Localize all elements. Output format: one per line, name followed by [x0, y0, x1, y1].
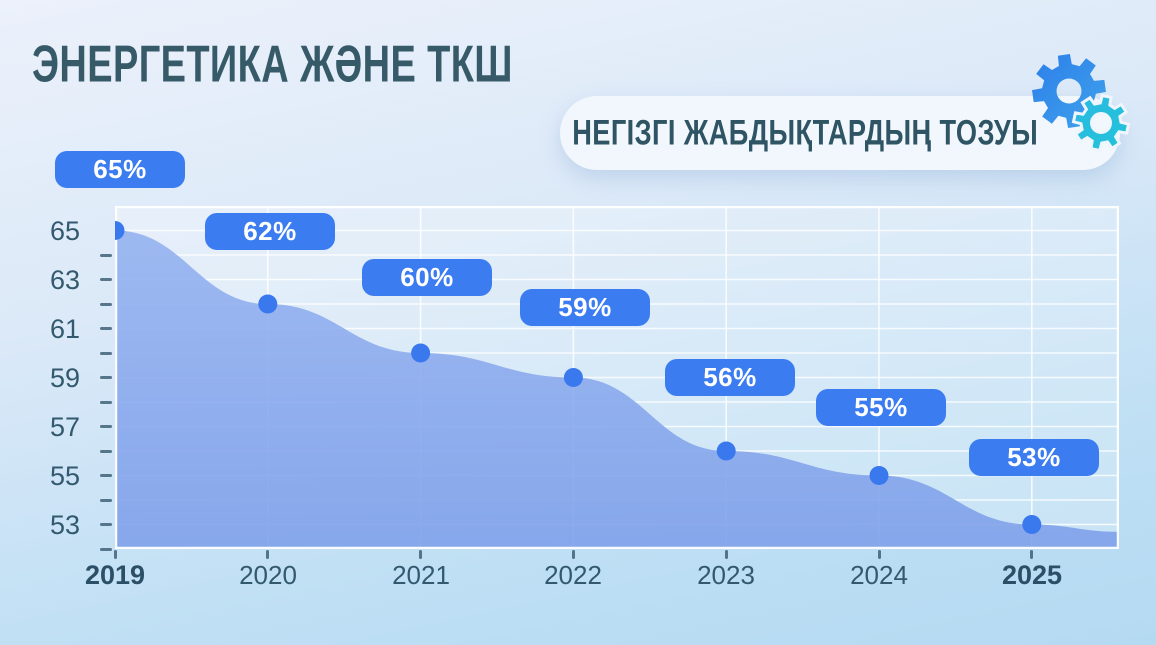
y-axis-tick: [100, 376, 112, 379]
y-axis-tick: [100, 499, 112, 502]
y-axis-label: 57: [49, 412, 80, 442]
y-axis-tick: [100, 327, 112, 330]
plot-border: [114, 205, 1120, 550]
y-axis-tick: [100, 352, 112, 355]
data-label-pill: 55%: [816, 389, 946, 426]
chart-title: НЕГІЗГІ ЖАБДЫҚТАРДЫҢ ТОЗУЫ: [572, 112, 1038, 153]
y-axis-tick: [100, 548, 112, 551]
data-label-pill: 60%: [362, 259, 492, 296]
gears-icon-canvas: [1032, 54, 1131, 153]
chart-canvas: [105, 205, 1120, 550]
y-axis-label: 63: [49, 265, 80, 295]
data-point: [1022, 515, 1042, 534]
y-axis-tick: [100, 474, 112, 477]
data-point: [411, 343, 431, 363]
data-label-pill: 59%: [520, 289, 650, 326]
x-axis-label: 2019: [84, 560, 146, 590]
y-axis-label: 55: [49, 461, 80, 491]
x-axis-label: 2024: [850, 560, 908, 590]
data-label-pill: 65%: [55, 151, 185, 188]
subtitle-card: НЕГІЗГІ ЖАБДЫҚТАРДЫҢ ТОЗУЫ: [560, 96, 1120, 170]
y-axis-tick: [100, 401, 112, 404]
data-point: [869, 466, 889, 485]
gears-decoration: [1012, 40, 1156, 160]
x-axis-tick: [114, 550, 117, 559]
x-axis-label: 2022: [544, 560, 602, 590]
data-label-pill: 56%: [665, 359, 795, 396]
y-axis-label: 53: [49, 510, 80, 540]
area-fill: [115, 230, 1119, 549]
x-axis-tick: [572, 550, 575, 559]
y-axis-label: 65: [49, 216, 80, 246]
y-axis-tick: [100, 303, 112, 306]
x-axis-label: 2025: [1001, 560, 1063, 590]
data-point: [258, 294, 278, 314]
x-axis-tick: [878, 550, 881, 559]
x-axis-tick: [419, 550, 422, 559]
y-axis-label: 59: [49, 363, 80, 393]
area-chart: [105, 205, 1120, 550]
x-axis-label: 2021: [392, 560, 450, 590]
data-label-pill: 53%: [969, 439, 1099, 476]
y-axis-label: 61: [49, 314, 80, 344]
x-axis-tick: [1030, 550, 1033, 559]
y-axis-tick: [100, 278, 112, 281]
y-axis-tick: [100, 450, 112, 453]
data-point: [716, 441, 736, 461]
y-axis-tick: [100, 254, 112, 257]
data-point: [563, 368, 583, 387]
page-title-text: ЭНЕРГЕТИКА ЖӘНЕ ТКШ: [32, 34, 513, 94]
x-axis-tick: [725, 550, 728, 559]
data-label-pill: 62%: [205, 213, 335, 250]
x-axis-label: 2020: [239, 560, 297, 590]
x-axis-label: 2023: [697, 560, 755, 590]
y-axis-tick: [100, 523, 112, 526]
page-title: ЭНЕРГЕТИКА ЖӘНЕ ТКШ: [32, 34, 665, 94]
x-axis-tick: [266, 550, 269, 559]
gear-icon: [1071, 93, 1131, 153]
y-axis-tick: [100, 425, 112, 428]
